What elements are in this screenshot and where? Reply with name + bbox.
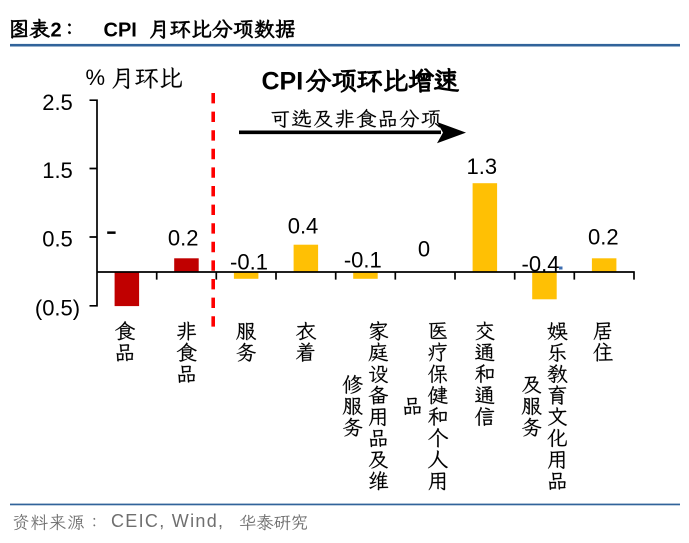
svg-text:CEIC, Wind,: CEIC, Wind, — [111, 511, 224, 531]
svg-text:-0.1: -0.1 — [230, 249, 268, 274]
svg-text:-0.4: -0.4 — [522, 252, 560, 277]
svg-text:CPI: CPI — [262, 67, 304, 95]
svg-text:%: % — [86, 65, 106, 90]
svg-text:0: 0 — [418, 237, 430, 262]
svg-text:-0.1: -0.1 — [344, 248, 382, 273]
svg-text:0.2: 0.2 — [588, 224, 619, 249]
svg-text:2: 2 — [51, 19, 62, 41]
svg-text:0.4: 0.4 — [288, 214, 319, 239]
svg-text:1.5: 1.5 — [42, 158, 73, 183]
svg-text:1.3: 1.3 — [467, 154, 498, 179]
svg-text:0.2: 0.2 — [168, 226, 199, 251]
svg-text:2.5: 2.5 — [42, 90, 73, 115]
svg-text:0.5: 0.5 — [42, 227, 73, 252]
svg-text:(0.5): (0.5) — [35, 295, 80, 320]
svg-text:CPI: CPI — [104, 19, 137, 41]
